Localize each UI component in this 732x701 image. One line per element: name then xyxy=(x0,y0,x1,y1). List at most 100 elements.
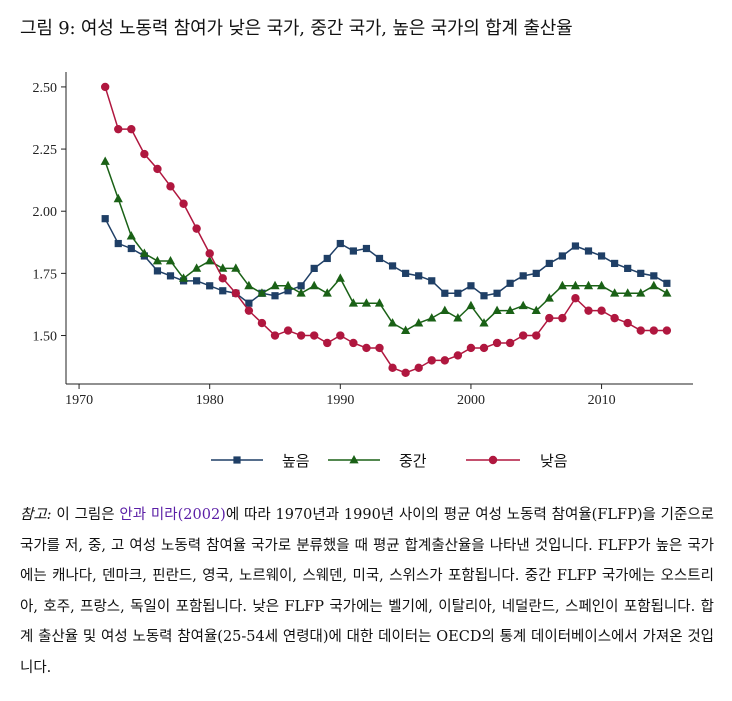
series-1 xyxy=(101,215,671,307)
data-point xyxy=(192,224,201,233)
data-point xyxy=(231,263,241,272)
x-tick-label: 2000 xyxy=(457,393,485,408)
data-point xyxy=(558,313,567,323)
y-tick-label: 1.50 xyxy=(33,330,58,345)
data-point xyxy=(610,288,620,297)
data-point xyxy=(545,259,553,268)
data-point xyxy=(140,149,149,159)
data-point xyxy=(453,313,463,322)
data-point xyxy=(362,343,371,353)
data-point xyxy=(532,269,540,277)
data-point xyxy=(139,248,149,257)
data-point xyxy=(101,215,109,223)
data-point xyxy=(519,272,527,280)
data-point xyxy=(466,343,476,353)
data-point xyxy=(257,288,267,297)
data-point xyxy=(597,306,606,315)
data-point xyxy=(375,343,384,353)
data-point xyxy=(205,255,215,265)
data-point xyxy=(453,351,463,360)
data-point xyxy=(335,273,345,282)
data-point xyxy=(244,280,254,290)
data-point xyxy=(309,331,319,340)
data-point xyxy=(663,279,671,287)
data-point xyxy=(114,124,123,134)
data-point xyxy=(518,331,528,340)
data-point xyxy=(636,326,645,335)
data-point xyxy=(544,293,554,302)
data-point xyxy=(361,298,372,307)
data-point xyxy=(100,156,110,165)
data-point xyxy=(611,259,619,268)
data-point xyxy=(623,318,632,328)
legend-item: 높음 xyxy=(211,452,310,470)
data-point xyxy=(662,288,672,297)
series-2 xyxy=(100,156,672,334)
data-point xyxy=(440,305,450,315)
data-point xyxy=(297,282,305,290)
data-point xyxy=(284,287,292,295)
data-point xyxy=(322,288,332,297)
data-point xyxy=(218,274,227,283)
data-point xyxy=(650,272,658,280)
data-point xyxy=(415,272,423,280)
data-point xyxy=(610,313,619,323)
data-point xyxy=(440,356,450,365)
data-point xyxy=(454,289,462,297)
note-text-2: 에 따라 1970년과 1990년 사이의 평균 여성 노동력 참여율(FLFP… xyxy=(20,507,715,676)
data-point xyxy=(492,338,502,348)
data-point xyxy=(493,289,501,297)
citation-link[interactable]: 안과 미라(2002) xyxy=(119,507,226,523)
figure-note: 참고: 이 그림은 안과 미라(2002)에 따라 1970년과 1990년 사… xyxy=(20,500,714,683)
series-line xyxy=(104,218,668,305)
data-point xyxy=(388,262,397,270)
chart-series xyxy=(100,82,672,378)
data-point xyxy=(270,280,280,290)
data-point xyxy=(387,318,398,327)
y-tick-label: 1.75 xyxy=(33,267,58,282)
chart-legend: 높음 중간 낮음 xyxy=(211,452,568,470)
data-point xyxy=(114,239,122,248)
y-tick-label: 2.25 xyxy=(33,143,58,158)
data-point xyxy=(178,273,189,282)
data-point xyxy=(323,254,331,263)
data-point xyxy=(153,164,162,174)
data-point xyxy=(192,263,202,272)
data-point xyxy=(414,363,423,373)
data-point xyxy=(296,288,306,297)
data-point xyxy=(636,288,646,297)
data-point xyxy=(649,280,659,290)
data-point xyxy=(348,298,358,307)
data-point xyxy=(466,300,476,310)
data-point xyxy=(127,244,135,253)
data-point xyxy=(505,305,515,315)
data-point xyxy=(557,280,567,290)
data-point xyxy=(270,331,280,340)
x-tick-label: 1990 xyxy=(326,393,354,408)
data-point xyxy=(401,325,411,334)
data-point xyxy=(283,326,293,335)
legend-label: 높음 xyxy=(282,452,310,470)
data-point xyxy=(362,244,371,253)
data-point xyxy=(179,199,188,208)
data-point xyxy=(244,306,254,315)
legend-label: 중간 xyxy=(399,452,427,470)
data-point xyxy=(505,338,515,348)
figure-title: 그림 9: 여성 노동력 참여가 낮은 국가, 중간 국가, 높은 국가의 합계… xyxy=(20,18,573,39)
data-point xyxy=(584,306,593,315)
legend-item: 낮음 xyxy=(466,452,568,470)
data-point xyxy=(271,292,279,300)
data-point xyxy=(402,269,410,277)
legend-item: 중간 xyxy=(328,452,427,470)
data-point xyxy=(467,282,475,290)
x-tick-label: 1970 xyxy=(65,393,93,408)
data-point xyxy=(427,313,437,322)
data-point xyxy=(205,249,214,258)
data-point xyxy=(257,318,267,328)
data-point xyxy=(571,294,580,303)
data-point xyxy=(100,82,110,92)
data-point xyxy=(218,263,228,272)
data-point xyxy=(479,343,489,353)
data-point xyxy=(152,255,163,265)
data-point xyxy=(336,239,344,248)
